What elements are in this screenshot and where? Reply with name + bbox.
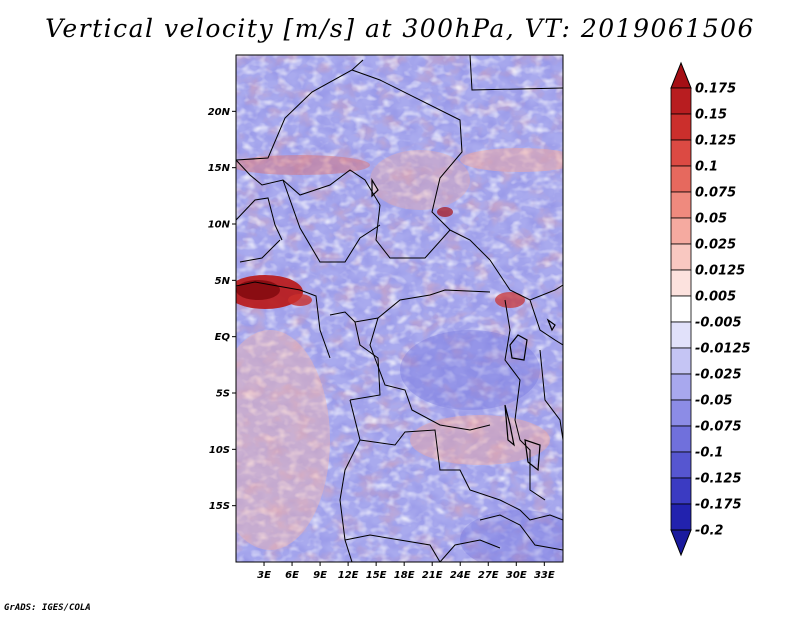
colorbar-label: 0.15 [695, 108, 727, 123]
lakes [371, 177, 556, 472]
velocity-field [236, 55, 563, 562]
lon-tick-label: 24E [450, 570, 471, 581]
colorbar-swatch [670, 139, 692, 167]
lon-tick-label: 15E [366, 570, 387, 581]
colorbar-swatch [670, 425, 692, 453]
lat-tick-label: 20N [208, 107, 231, 118]
lon-tick-label: 3E [257, 570, 271, 581]
lon-tick-label: 12E [338, 570, 359, 581]
lon-tick-label: 27E [478, 570, 499, 581]
colorbar-swatch [670, 321, 692, 349]
grads-credit: GrADS: IGES/COLA [4, 603, 91, 613]
colorbar-swatch [670, 269, 692, 297]
colorbar-label: 0.025 [695, 238, 736, 253]
colorbar-label: -0.1 [695, 446, 723, 461]
colorbar-label: 0.125 [695, 134, 736, 149]
country-borders [236, 55, 563, 562]
colorbar-label: 0.075 [695, 186, 736, 201]
lon-tick-label: 30E [506, 570, 527, 581]
lat-tick-label: EQ [215, 332, 231, 343]
colorbar-swatch [670, 477, 692, 505]
lon-tick-label: 33E [534, 570, 555, 581]
map-title: Vertical velocity [m/s] at 300hPa, VT: 2… [45, 14, 755, 43]
colorbar-swatch [670, 191, 692, 219]
colorbar-label: 0.005 [695, 290, 736, 305]
colorbar-label: -0.175 [695, 498, 742, 513]
colorbar-label: 0.1 [695, 160, 718, 175]
lat-tick-label: 10N [208, 220, 231, 231]
map-frame [235, 54, 564, 563]
colorbar-label: -0.125 [695, 472, 742, 487]
colorbar-swatch [670, 113, 692, 141]
colorbar-bottom-arrow [670, 529, 692, 557]
lon-tick-label: 6E [285, 570, 299, 581]
lat-tick-label: 5S [216, 389, 230, 400]
colorbar-label: -0.025 [695, 368, 742, 383]
colorbar-top-arrow [670, 61, 692, 89]
colorbar-label: 0.0125 [695, 264, 745, 279]
colorbar-swatch [670, 243, 692, 271]
colorbar-swatch [670, 347, 692, 375]
colorbar-swatch [670, 217, 692, 245]
colorbar-swatch [670, 87, 692, 115]
colorbar-swatch [670, 373, 692, 401]
colorbar-swatch [670, 451, 692, 479]
colorbar-label: 0.05 [695, 212, 727, 227]
colorbar-label: -0.2 [695, 524, 723, 539]
colorbar-swatch [670, 503, 692, 531]
colorbar: 0.175 0.15 0.125 0.1 0.075 0.05 0.025 0.0125 0.0… [670, 61, 751, 557]
latitude-axis: 20N 15N 10N 5N EQ 5S 10S 15S [208, 107, 236, 512]
colorbar-label: -0.0125 [695, 342, 751, 357]
lat-tick-label: 10S [209, 445, 230, 456]
lat-tick-label: 5N [215, 276, 231, 287]
colorbar-label: -0.005 [695, 316, 742, 331]
lat-tick-label: 15N [208, 163, 231, 174]
lon-tick-label: 18E [394, 570, 415, 581]
colorbar-swatch [670, 399, 692, 427]
lat-tick-label: 15S [209, 501, 230, 512]
colorbar-swatch [670, 295, 692, 323]
longitude-axis: 3E 6E 9E 12E 15E 18E 21E 24E 27E 30E 33E [257, 562, 555, 581]
lon-tick-label: 9E [313, 570, 327, 581]
lon-tick-label: 21E [422, 570, 443, 581]
colorbar-label: -0.05 [695, 394, 732, 409]
colorbar-label: 0.175 [695, 82, 736, 97]
colorbar-label: -0.075 [695, 420, 742, 435]
colorbar-swatch [670, 165, 692, 193]
